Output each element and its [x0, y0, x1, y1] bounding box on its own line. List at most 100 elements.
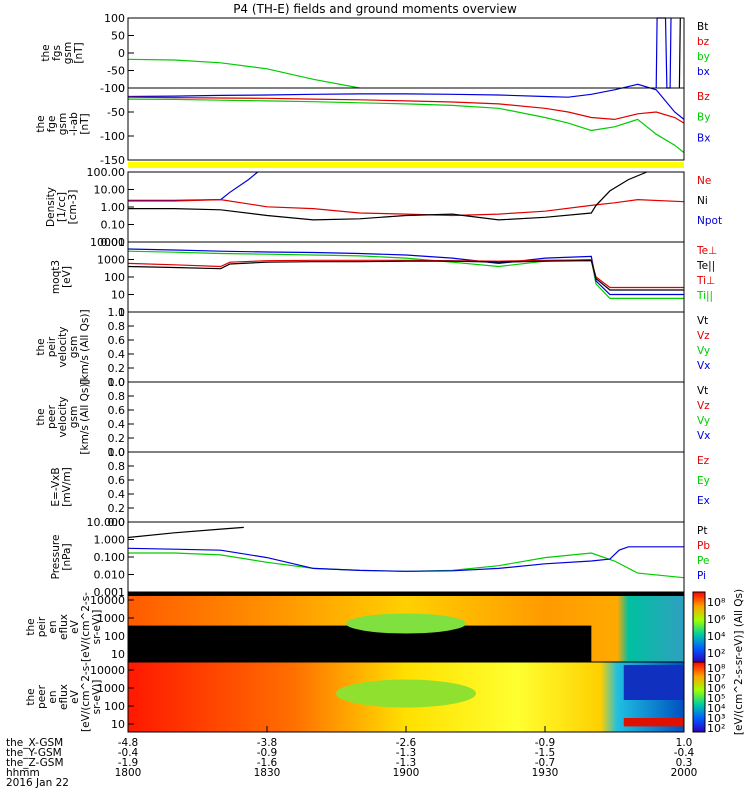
spectrogram-nodata: [128, 625, 592, 662]
series-Ti||: [127, 250, 684, 299]
panel-frame: [127, 17, 685, 89]
series-Ne: [128, 198, 685, 217]
series-bx: [655, 17, 672, 89]
y-tick-label: 1: [118, 306, 125, 319]
y-axis-label: E=-VxB: [50, 467, 62, 506]
y-axis-label: eflux: [58, 684, 70, 710]
legend-label: Vy: [697, 345, 710, 357]
y-tick-label: 10000: [90, 236, 125, 249]
series-Te||: [127, 260, 684, 291]
legend-label: bz: [697, 36, 710, 48]
y-tick-label: 10.000: [87, 516, 126, 529]
legend-label: By: [697, 112, 710, 124]
colorbar-tick-label: 10⁴: [707, 630, 726, 643]
y-axis-label: the: [35, 338, 47, 355]
y-tick-label: -50: [107, 65, 125, 78]
legend-label: Ti⊥: [696, 275, 715, 287]
y-axis-label: [nT]: [73, 42, 85, 63]
panel-frame: [127, 241, 685, 313]
colorbar-tick-label: 10²: [707, 647, 725, 660]
y-axis-label: eV: [69, 619, 81, 633]
legend-label: Ex: [697, 495, 710, 507]
colorbar-upper: [692, 591, 706, 663]
footer-row-label: the_X-GSM: [6, 737, 63, 749]
colorbar-tick-label: 10⁸: [707, 596, 726, 609]
footer-value: 0.3: [676, 757, 693, 769]
legend-label: by: [697, 51, 710, 63]
footer-value: -0.4: [674, 747, 695, 759]
spectrogram-feature: [336, 679, 476, 708]
y-axis-label: fge: [46, 116, 58, 133]
footer-value: 1.0: [676, 737, 693, 749]
footer-value: 1830: [254, 767, 281, 779]
spectrogram-top: [128, 592, 684, 596]
legend-label: Te⊥: [696, 245, 717, 257]
y-axis-label: [nPa]: [61, 543, 73, 570]
footer-value: -1.9: [118, 757, 139, 769]
y-tick-label: 0.001: [94, 586, 126, 599]
panel-peir_spec: [127, 591, 685, 663]
y-tick-label: 100: [104, 700, 125, 713]
y-tick-label: -150: [100, 154, 125, 167]
series-Pt: [127, 526, 244, 539]
legend-label: bx: [697, 66, 710, 78]
y-tick-label: 10: [111, 718, 125, 731]
footer-value: -0.9: [535, 737, 556, 749]
colorbar-tick-label: 10⁴: [707, 702, 726, 715]
y-tick-label: 0: [118, 82, 125, 95]
legend-label: Pe: [697, 555, 709, 567]
y-tick-label: 1.0: [108, 306, 126, 319]
footer-row-label: the_Z-GSM: [6, 757, 64, 769]
y-tick-label: 10000: [90, 664, 125, 677]
y-tick-label: 1.000: [94, 534, 126, 547]
y-axis-label: [cm-3]: [67, 190, 79, 225]
colorbar-tick-label: 10⁷: [707, 672, 725, 685]
footer-value: 1930: [532, 767, 559, 779]
y-tick-label: 0.4: [108, 418, 126, 431]
legend-label: Vt: [697, 385, 708, 397]
y-axis-label: [mV/m]: [61, 467, 73, 506]
panel-frame: [127, 311, 685, 383]
y-tick-label: 100: [104, 271, 125, 284]
y-axis-label: the: [25, 688, 37, 705]
footer-value: -1.3: [396, 747, 417, 759]
y-tick-label: 0: [118, 47, 125, 60]
y-tick-label: 0.4: [108, 488, 126, 501]
series-Bt: [678, 17, 681, 89]
panel-fge: [127, 83, 685, 161]
y-axis-label: -l-ab: [68, 112, 80, 136]
y-axis-label: the: [40, 44, 52, 61]
y-tick-label: 1000: [97, 612, 125, 625]
legend-label: Ni: [697, 195, 708, 207]
series-Bz: [127, 96, 685, 124]
y-tick-label: 0.8: [108, 460, 126, 473]
legend-label: Npot: [697, 215, 722, 227]
legend-label: Bt: [697, 21, 708, 33]
panel-frame: [127, 381, 685, 453]
legend-label: Vt: [697, 315, 708, 327]
y-axis-label: [km/s (All Qs)]: [79, 309, 91, 384]
y-axis-label: eV: [69, 689, 81, 703]
y-axis-label: sr-eV)]: [91, 680, 103, 715]
legend-label: Bz: [697, 91, 710, 103]
legend-label: Ti||: [696, 290, 713, 302]
colorbar-tick-label: 10⁶: [707, 682, 726, 695]
y-tick-label: 1.00: [101, 201, 126, 214]
legend-label: Vz: [697, 400, 710, 412]
footer-value: -4.8: [118, 737, 139, 749]
legend-label: Vx: [697, 360, 710, 372]
colorbar-tick-label: 10⁵: [707, 692, 725, 705]
panel-pressure: [127, 521, 685, 593]
y-tick-label: -100: [100, 82, 125, 95]
panel-frame: [127, 87, 685, 161]
colorbar-tick-label: 10²: [707, 722, 725, 735]
legend-label: Bx: [697, 132, 710, 144]
y-tick-label: 0.6: [108, 334, 126, 347]
y-axis-label: [1/cc]: [56, 192, 68, 222]
panel-peer_spec: [127, 661, 685, 733]
y-tick-label: 0.01: [101, 236, 126, 249]
legend-label: Pt: [697, 525, 707, 537]
footer-row-label: the_Y-GSM: [6, 747, 62, 759]
spectrogram-feature: [623, 665, 684, 700]
